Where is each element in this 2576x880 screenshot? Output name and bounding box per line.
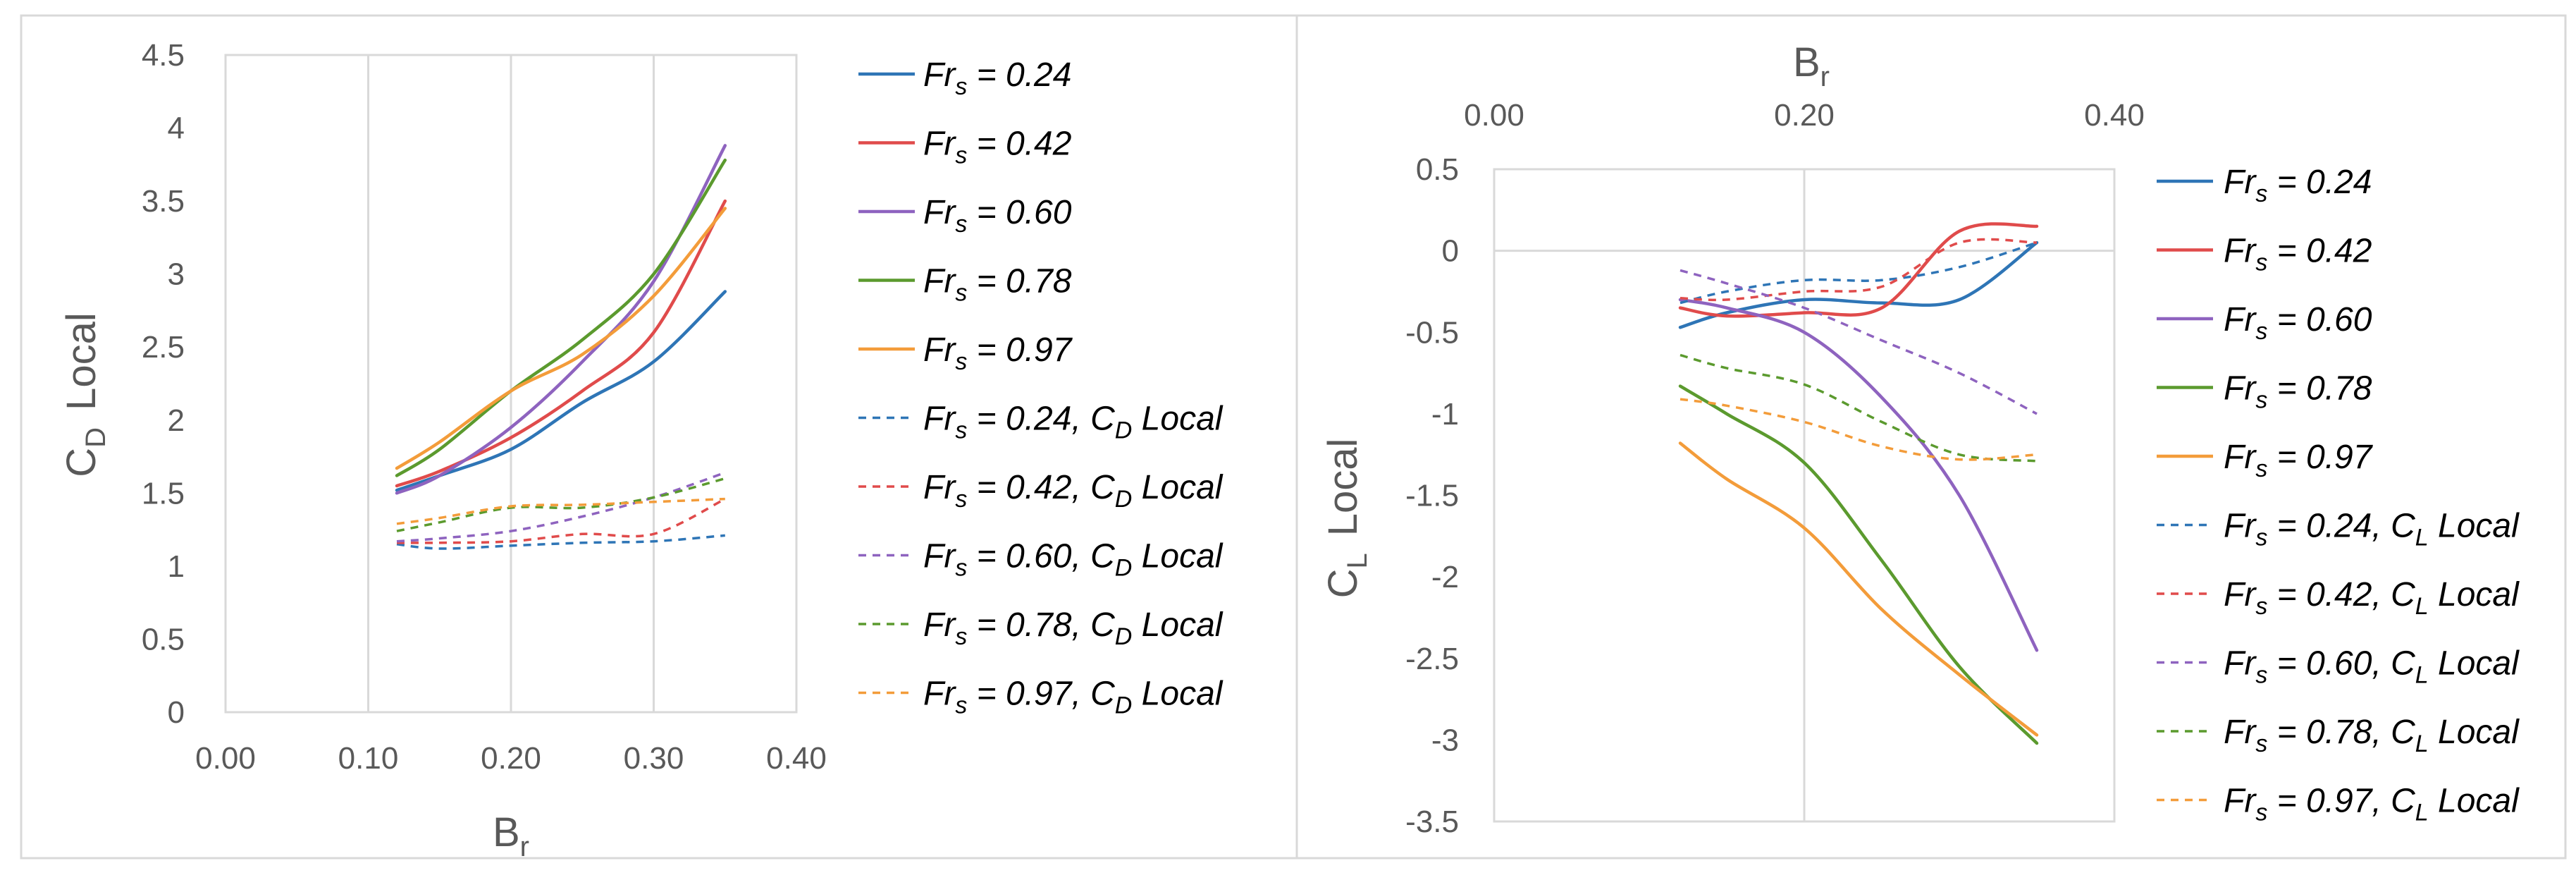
- cl-series-line-2: [1678, 298, 2039, 652]
- cd-series-line-1: [395, 199, 727, 488]
- cd-y-tick-label: 0: [168, 695, 185, 730]
- cl-legend-label-6: Frs = 0.42, CL Local: [2224, 576, 2520, 620]
- cd-series-line-4: [395, 207, 727, 470]
- cl-y-tick-label: -2: [1431, 560, 1459, 594]
- cl-x-axis-label: Br: [1793, 39, 1830, 92]
- cl-x-tick-label: 0.40: [2084, 98, 2145, 133]
- cd-plot-area: [224, 54, 798, 714]
- cl-legend: Frs = 0.24 Frs = 0.42 Frs = 0.60 Frs = 0.78…: [2157, 164, 2520, 826]
- cd-x-axis-label: Br: [493, 809, 529, 862]
- cd-x-tick-label: 0.20: [481, 741, 541, 776]
- cd-y-tick-label: 2.5: [142, 330, 185, 365]
- cl-y-tick-label: -3: [1431, 723, 1459, 757]
- cd-legend-label-2: Frs = 0.60: [923, 194, 1072, 238]
- cl-legend-label-2: Frs = 0.60: [2224, 301, 2372, 345]
- cl-legend-label-0: Frs = 0.24: [2224, 164, 2372, 207]
- cl-y-tick-label: -1: [1431, 397, 1459, 432]
- cd-y-tick-label: 1: [168, 549, 185, 584]
- cd-legend-label-0: Frs = 0.24: [923, 56, 1071, 100]
- cd-x-tick-label: 0.40: [766, 741, 827, 776]
- cl-y-tick-label: -3.5: [1405, 805, 1459, 839]
- cl-legend-label-5: Frs = 0.24, CL Local: [2224, 508, 2520, 551]
- cd-legend-label-6: Frs = 0.42, CD Local: [923, 469, 1224, 513]
- left-chart-frame: [20, 14, 1298, 860]
- cl-legend-label-9: Frs = 0.97, CL Local: [2224, 783, 2520, 826]
- cd-series-line-3: [395, 158, 727, 477]
- cd-legend-label-7: Frs = 0.60, CD Local: [923, 538, 1224, 582]
- cd-series-line-5: [396, 534, 725, 550]
- cl-x-tick-label: 0.20: [1774, 98, 1835, 133]
- cl-legend-label-4: Frs = 0.97: [2224, 439, 2374, 482]
- cl-series-line-3: [1678, 384, 2039, 745]
- cl-y-tick-label: 0.5: [1416, 152, 1459, 187]
- cl-series-line-4: [1678, 441, 2039, 737]
- cd-y-tick-label: 1.5: [142, 476, 185, 511]
- cd-legend-label-3: Frs = 0.78: [923, 263, 1072, 307]
- cd-y-tick-label: 4: [168, 111, 185, 146]
- cl-legend-label-8: Frs = 0.78, CL Local: [2224, 714, 2520, 757]
- cl-legend-label-7: Frs = 0.60, CL Local: [2224, 645, 2520, 689]
- cd-series-line-9: [396, 497, 725, 525]
- cd-series-line-8: [396, 477, 726, 532]
- cl-series-line-8: [1680, 353, 2038, 463]
- cd-x-tick-label: 0.30: [624, 741, 684, 776]
- cl-series-line-6: [1680, 238, 2038, 302]
- cd-y-tick-label: 2: [168, 403, 185, 438]
- cl-series-line-1: [1678, 222, 2039, 318]
- cl-series-line-9: [1680, 398, 2038, 461]
- cd-legend-label-8: Frs = 0.78, CD Local: [923, 606, 1224, 650]
- cd-legend: Frs = 0.24 Frs = 0.42 Frs = 0.60 Frs = 0.78…: [858, 56, 1224, 719]
- cd-legend-label-1: Frs = 0.42: [923, 126, 1071, 169]
- cl-legend-label-3: Frs = 0.78: [2224, 370, 2372, 414]
- cd-local-chart: 0 0.5 1 1.5 2 2.5 3 3.5 4 4.5 0.00 0.10 0.20 0.30 0.4…: [58, 38, 1224, 862]
- cd-y-tick-label: 0.5: [142, 622, 185, 656]
- cl-y-tick-label: -2.5: [1405, 642, 1459, 676]
- cd-y-tick-label: 4.5: [142, 38, 185, 73]
- cl-y-tick-label: -1.5: [1405, 479, 1459, 513]
- cl-x-tick-label: 0.00: [1464, 98, 1524, 133]
- right-chart-frame: [1295, 14, 2567, 860]
- cl-series-line-5: [1680, 241, 2038, 305]
- cd-legend-label-5: Frs = 0.24, CD Local: [923, 401, 1224, 444]
- cd-series-line-6: [396, 498, 726, 544]
- cl-local-chart: 0.50-0.5-1-1.5-2-2.5-3-3.5 0.00 0.20 0.40 …: [1320, 39, 2520, 839]
- cd-y-axis-label: CDLocal: [58, 312, 111, 477]
- cd-x-tick-label: 0.10: [338, 741, 399, 776]
- cl-series-line-7: [1680, 269, 2038, 415]
- cd-legend-label-4: Frs = 0.97: [923, 331, 1073, 375]
- cl-y-tick-label: -0.5: [1405, 315, 1459, 350]
- cl-y-tick-label: 0: [1442, 234, 1459, 269]
- cl-series-line-0: [1678, 240, 2039, 329]
- cd-x-tick-label: 0.00: [195, 741, 256, 776]
- cd-y-tick-label: 3: [168, 257, 185, 292]
- cl-plot-area: [1493, 168, 2116, 823]
- cl-legend-label-1: Frs = 0.42: [2224, 233, 2372, 276]
- cd-legend-label-9: Frs = 0.97, CD Local: [923, 676, 1224, 719]
- cl-y-axis-label: CLLocal: [1320, 439, 1373, 599]
- cd-y-tick-label: 3.5: [142, 184, 185, 219]
